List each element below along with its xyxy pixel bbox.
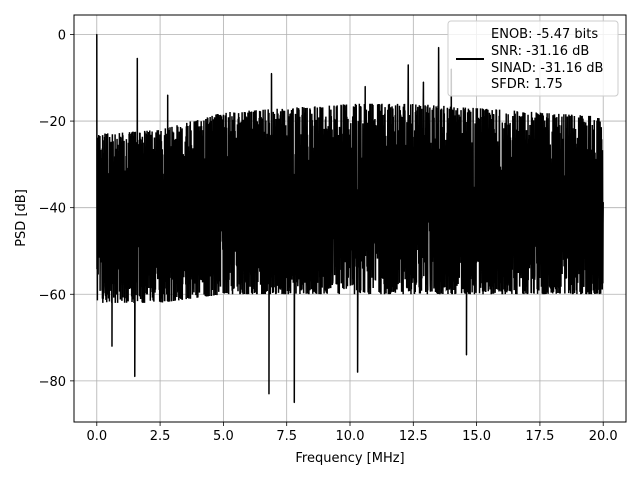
dip-point bbox=[111, 345, 113, 347]
legend-entry: SNR: -31.16 dB bbox=[491, 44, 589, 59]
y-axis: 0 −20 −40 −60 −80 bbox=[39, 28, 74, 390]
x-tick-label: 0.0 bbox=[86, 429, 107, 444]
x-axis-title: Frequency [MHz] bbox=[295, 451, 404, 466]
x-tick-label: 7.5 bbox=[276, 429, 297, 444]
peak-point bbox=[364, 85, 366, 88]
peak-point bbox=[167, 94, 169, 96]
x-tick-label: 2.5 bbox=[150, 429, 171, 444]
psd-line bbox=[96, 34, 604, 403]
legend-box bbox=[447, 20, 619, 97]
y-tick-label: −40 bbox=[39, 202, 66, 217]
legend-entry: ENOB: -5.47 bits bbox=[491, 27, 598, 42]
y-tick-label: −60 bbox=[39, 288, 66, 303]
y-tick-label: −20 bbox=[39, 115, 66, 130]
dip-point bbox=[293, 401, 295, 404]
dip-point bbox=[134, 375, 136, 378]
peak-point bbox=[422, 81, 425, 83]
dip-point bbox=[356, 371, 359, 373]
x-tick-label: 10.0 bbox=[336, 429, 365, 444]
y-axis-title: PSD [dB] bbox=[14, 189, 29, 247]
peak-point bbox=[270, 72, 273, 75]
dip-point bbox=[268, 393, 270, 395]
x-tick-label: 5.0 bbox=[213, 429, 234, 444]
peak-point bbox=[96, 33, 98, 36]
x-tick-label: 20.0 bbox=[589, 429, 618, 444]
peak-point bbox=[407, 64, 409, 66]
x-tick-label: 15.0 bbox=[462, 429, 491, 444]
peak-point bbox=[136, 57, 138, 59]
legend-entry: SFDR: 1.75 bbox=[491, 77, 563, 92]
legend: ENOB: -5.47 bits SNR: -31.16 dB SINAD: -… bbox=[447, 20, 619, 97]
peak-point bbox=[438, 46, 440, 49]
x-tick-label: 12.5 bbox=[399, 429, 428, 444]
y-tick-label: −80 bbox=[39, 375, 66, 390]
legend-entry: SINAD: -31.16 dB bbox=[491, 61, 603, 76]
dip-point bbox=[465, 354, 468, 356]
x-axis: 0.0 2.5 5.0 7.5 10.0 12.5 15.0 17.5 20.0 bbox=[86, 422, 618, 444]
x-tick-label: 17.5 bbox=[525, 429, 554, 444]
y-tick-label: 0 bbox=[58, 28, 66, 43]
